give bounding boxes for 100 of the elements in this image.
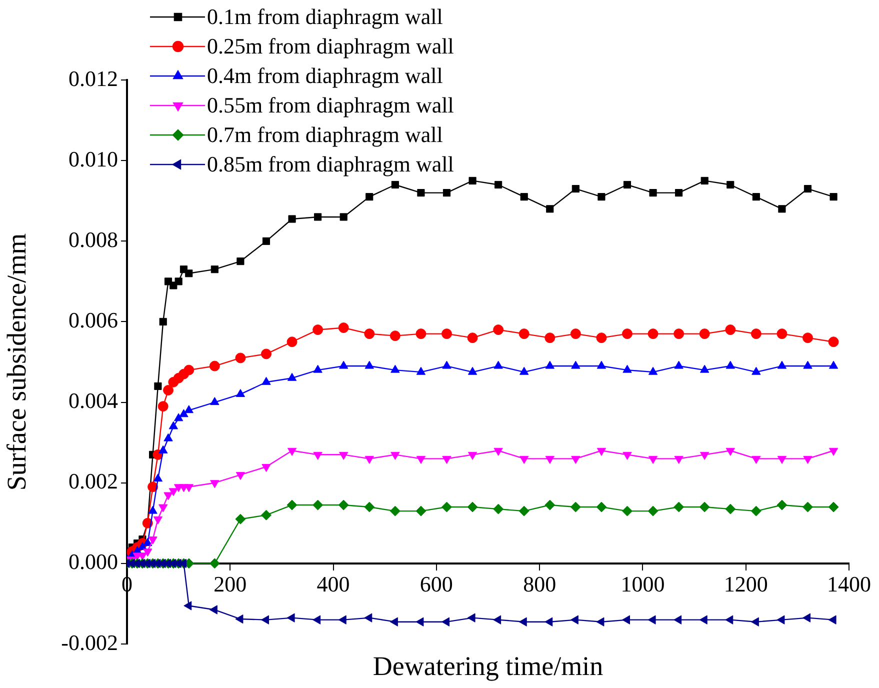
point xyxy=(544,500,556,510)
point xyxy=(828,448,838,456)
point xyxy=(209,558,220,569)
point xyxy=(164,492,173,500)
point xyxy=(174,278,182,286)
point xyxy=(518,617,527,626)
point xyxy=(648,328,658,340)
y-tick-label: 0.008 xyxy=(68,226,118,252)
point xyxy=(179,409,188,418)
point xyxy=(340,213,348,221)
point xyxy=(778,205,786,213)
point xyxy=(287,448,297,456)
y-axis-title: Surface subsidence/mm xyxy=(1,233,32,491)
point xyxy=(143,548,152,557)
point xyxy=(803,360,812,369)
legend-label: 0.7m from diaphragm wall xyxy=(207,122,443,147)
point xyxy=(674,328,684,340)
point xyxy=(571,456,580,464)
point xyxy=(338,615,346,624)
point xyxy=(572,184,580,193)
point xyxy=(828,615,836,624)
point xyxy=(493,504,504,514)
point xyxy=(441,502,452,512)
point xyxy=(802,613,810,622)
point xyxy=(648,506,658,516)
point xyxy=(648,366,658,375)
x-axis-title: Dewatering time/min xyxy=(372,651,604,682)
point xyxy=(752,456,761,464)
point xyxy=(828,502,839,512)
point xyxy=(622,328,632,340)
point xyxy=(441,617,450,626)
point xyxy=(776,500,788,510)
point xyxy=(158,445,168,454)
point xyxy=(209,605,218,614)
point xyxy=(184,601,192,610)
point xyxy=(700,452,710,460)
point xyxy=(416,617,424,626)
point xyxy=(260,510,272,520)
point xyxy=(700,364,710,373)
point xyxy=(675,189,683,197)
point xyxy=(622,452,632,460)
point xyxy=(417,189,425,197)
y-tick-label: -0.002 xyxy=(61,630,118,655)
x-tick-label: 400 xyxy=(316,571,350,596)
point xyxy=(518,328,530,340)
point xyxy=(390,330,400,342)
point xyxy=(752,366,761,375)
point xyxy=(154,382,162,390)
point xyxy=(776,615,785,624)
point xyxy=(442,456,452,464)
point xyxy=(364,328,375,340)
point xyxy=(699,502,710,512)
y-tick-label: 0.012 xyxy=(68,66,118,91)
legend-label: 0.4m from diaphragm wall xyxy=(207,62,443,88)
point xyxy=(596,502,607,512)
point xyxy=(338,322,349,334)
legend-label: 0.25m from diaphragm wall xyxy=(207,33,454,58)
point xyxy=(828,336,839,348)
point xyxy=(777,456,787,464)
point xyxy=(391,180,399,189)
point xyxy=(286,500,298,510)
point xyxy=(648,456,658,464)
point xyxy=(286,613,295,622)
point xyxy=(725,615,734,624)
point xyxy=(210,397,220,406)
point xyxy=(596,617,604,626)
point xyxy=(148,536,158,545)
point xyxy=(750,617,759,626)
point xyxy=(520,366,529,375)
point xyxy=(750,328,762,340)
point xyxy=(312,324,324,336)
x-tick-label: 800 xyxy=(523,571,556,596)
point xyxy=(520,193,528,201)
point xyxy=(185,270,193,278)
point xyxy=(468,366,478,375)
point xyxy=(777,360,787,369)
point xyxy=(776,328,788,340)
y-tick-label: 0.006 xyxy=(68,307,118,332)
point xyxy=(596,448,606,456)
point xyxy=(493,615,502,624)
point xyxy=(468,452,478,460)
point xyxy=(164,433,173,442)
point xyxy=(752,193,760,201)
point xyxy=(235,614,244,624)
point xyxy=(494,180,502,189)
point xyxy=(312,615,321,624)
point xyxy=(314,213,322,221)
point xyxy=(168,488,178,496)
point xyxy=(236,472,246,480)
y-tick-label: 0.002 xyxy=(68,468,118,494)
point xyxy=(159,318,167,326)
point xyxy=(726,448,735,456)
point xyxy=(184,484,194,492)
point xyxy=(804,184,812,193)
point xyxy=(544,332,556,344)
point xyxy=(174,413,184,422)
point xyxy=(649,189,657,197)
point xyxy=(596,360,606,369)
point xyxy=(802,332,813,344)
legend-label: 0.85m from diaphragm wall xyxy=(207,151,454,176)
